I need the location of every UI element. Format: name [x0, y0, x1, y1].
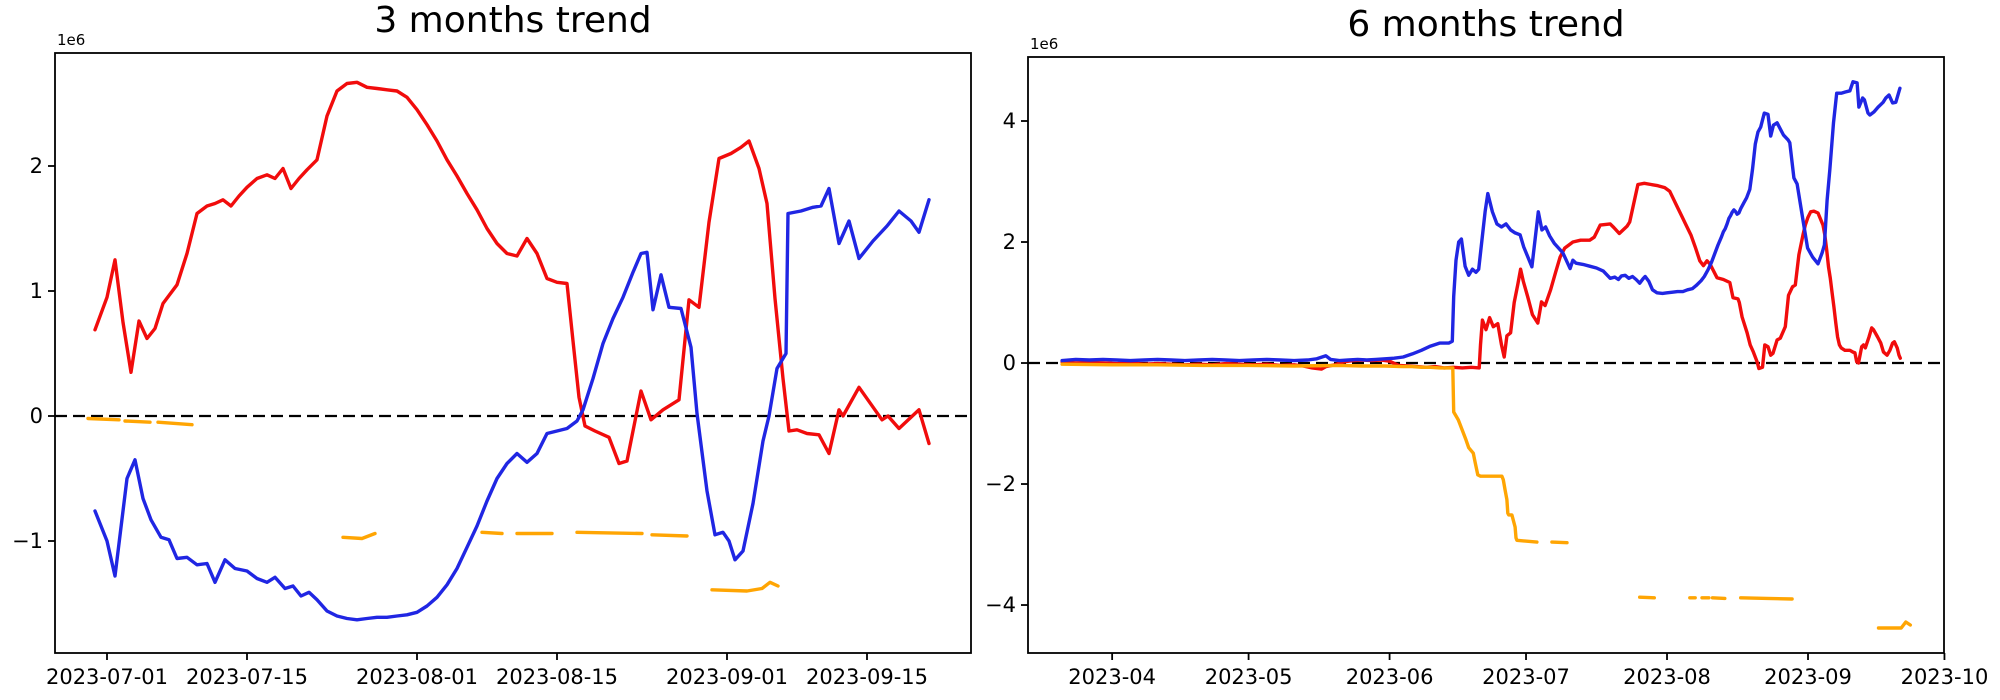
- orange-dashes: [1710, 596, 1727, 601]
- y-axis-offset-right: 1e6: [1030, 35, 1059, 53]
- y-tick-label: 2: [29, 154, 43, 178]
- y-tick-label: −4: [985, 593, 1016, 618]
- orange-dashes: [575, 530, 644, 536]
- blue-line: [93, 186, 931, 622]
- x-tick-label: 2023-06: [1345, 665, 1434, 689]
- y-tick-label: 4: [1002, 109, 1016, 133]
- x-tick-label: 2023-09-15: [805, 665, 929, 689]
- plot-frame: [54, 52, 972, 654]
- orange-dashes: [480, 530, 504, 536]
- x-tick-label: 2023-07-01: [45, 665, 169, 689]
- orange-dashes: [156, 420, 194, 427]
- orange-dashes: [650, 533, 689, 538]
- plot-frame: [1027, 56, 1945, 654]
- y-tick-label: 2: [1002, 230, 1016, 254]
- red-line: [93, 80, 931, 466]
- blue-line: [1060, 79, 1902, 363]
- x-tick-label: 2023-07-15: [185, 665, 309, 689]
- y-axis-offset-left: 1e6: [57, 31, 86, 49]
- orange-dashes: [86, 416, 121, 422]
- x-tick-label: 2023-10: [1900, 665, 1989, 689]
- y-tick-label: 1: [29, 279, 43, 303]
- orange-dashes: [123, 419, 152, 424]
- x-tick-label: 2023-08-01: [355, 665, 479, 689]
- orange-dashes: [710, 580, 780, 593]
- x-tick-label: 2023-08: [1623, 665, 1711, 689]
- orange-dashes: [1550, 540, 1569, 545]
- y-tick-label: 0: [1002, 351, 1016, 376]
- red-line: [1060, 181, 1903, 371]
- y-tick-label: −2: [985, 472, 1016, 497]
- orange-dashes: [1738, 596, 1794, 601]
- x-tick-label: 2023-07: [1482, 665, 1570, 689]
- orange-dashes: [1637, 595, 1657, 600]
- x-tick-label: 2023-08-15: [495, 665, 619, 689]
- y-tick-label: 0: [29, 404, 43, 428]
- orange-dashes: [1876, 620, 1913, 630]
- chart-title-right: 6 months trend: [1347, 4, 1625, 45]
- x-tick-label: 2023-09: [1764, 665, 1852, 689]
- orange-dashes: [341, 531, 377, 541]
- x-tick-label: 2023-04: [1068, 665, 1157, 689]
- chart-title-left: 3 months trend: [374, 0, 652, 41]
- x-tick-label: 2023-09-01: [665, 665, 789, 689]
- y-tick-label: −1: [12, 529, 43, 553]
- x-tick-label: 2023-05: [1204, 665, 1293, 689]
- orange-dashes: [1060, 362, 1539, 544]
